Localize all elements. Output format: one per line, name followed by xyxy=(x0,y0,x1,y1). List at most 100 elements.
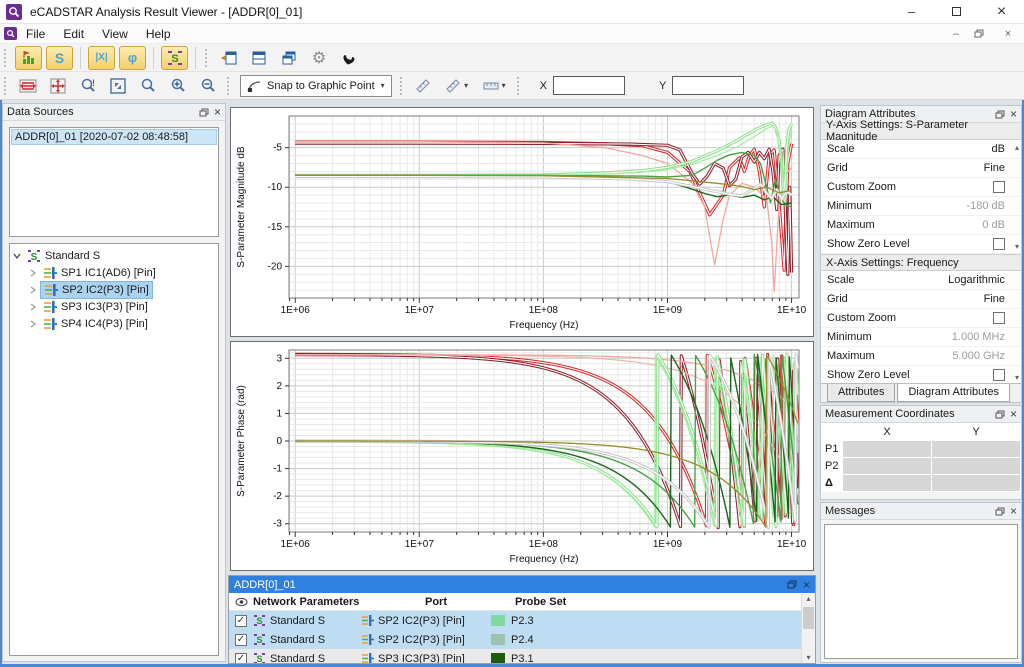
scroll-down-icon[interactable]: ▾ xyxy=(1015,373,1019,382)
tab-attributes[interactable]: Attributes xyxy=(827,384,895,402)
visibility-checkbox[interactable]: ✓ xyxy=(235,615,247,627)
fit-all-button[interactable] xyxy=(45,74,71,98)
menu-view[interactable]: View xyxy=(93,24,137,44)
result-diagram-button[interactable] xyxy=(15,46,42,70)
data-source-tree[interactable]: S Standard S SP1 IC1(AD6) [Pin] SP2 IC2(… xyxy=(9,243,219,656)
zoom-out-button[interactable] xyxy=(195,74,221,98)
attr-row-maximum[interactable]: Maximum0 dB xyxy=(821,216,1021,235)
close-panel-icon[interactable]: × xyxy=(1010,409,1017,419)
show-zero-level-checkbox[interactable] xyxy=(993,238,1005,250)
fit-horizontal-button[interactable] xyxy=(15,74,41,98)
results-panel-header[interactable]: ADDR[0]_01 × xyxy=(229,576,815,593)
attr-row-custom-zoom[interactable]: Custom Zoom xyxy=(821,178,1021,197)
float-panel-icon[interactable] xyxy=(787,580,797,589)
custom-zoom-checkbox[interactable] xyxy=(993,181,1005,193)
tree-item-sp3[interactable]: SP3 IC3(P3) [Pin] xyxy=(10,298,218,315)
measure-distance-button[interactable] xyxy=(411,74,437,98)
results-scrollbar[interactable]: ▴ ▾ xyxy=(801,593,815,663)
settings-button[interactable]: ⚙ xyxy=(306,46,332,70)
scroll-down-icon[interactable]: ▾ xyxy=(1015,242,1019,251)
visibility-checkbox[interactable]: ✓ xyxy=(235,634,247,646)
toolbar-grip[interactable] xyxy=(205,49,210,67)
close-panel-icon[interactable]: × xyxy=(1010,109,1017,119)
tree-item-sp1[interactable]: SP1 IC1(AD6) [Pin] xyxy=(10,264,218,281)
close-panel-icon[interactable]: × xyxy=(1010,506,1017,516)
minimize-button[interactable]: – xyxy=(889,0,934,24)
close-panel-icon[interactable]: × xyxy=(214,107,221,117)
phase-chart-panel[interactable]: 1E+061E+071E+081E+091E+103210-1-2-3Frequ… xyxy=(230,341,814,571)
new-diagram-window-button[interactable] xyxy=(216,46,242,70)
s-parameter-button[interactable]: S xyxy=(46,46,73,70)
tree-item-sp2[interactable]: SP2 IC2(P3) [Pin] xyxy=(10,281,218,298)
chevron-collapsed-icon[interactable] xyxy=(26,286,40,294)
custom-zoom-checkbox[interactable] xyxy=(993,312,1005,324)
chevron-collapsed-icon[interactable] xyxy=(26,320,40,328)
chevron-collapsed-icon[interactable] xyxy=(26,303,40,311)
scroll-thumb[interactable] xyxy=(803,607,814,629)
zoom-window-button[interactable] xyxy=(135,74,161,98)
close-panel-icon[interactable]: × xyxy=(803,580,810,590)
result-row[interactable]: ✓ S Standard S SP3 IC3(P3) [Pin] P3.1 xyxy=(229,649,815,663)
magnitude-chart[interactable]: 1E+061E+071E+081E+091E+10-5-10-15-20Freq… xyxy=(231,108,813,336)
tree-item-standard-s[interactable]: S Standard S xyxy=(10,247,218,264)
visibility-checkbox[interactable]: ✓ xyxy=(235,653,247,664)
result-row[interactable]: ✓ S Standard S SP2 IC2(P3) [Pin] P2.4 xyxy=(229,630,815,649)
zoom-in-button[interactable] xyxy=(165,74,191,98)
attr-row-scale[interactable]: ScaledB xyxy=(821,140,1021,159)
attr-row-custom-zoom[interactable]: Custom Zoom xyxy=(821,309,1021,328)
magnitude-button[interactable]: |X| xyxy=(88,46,115,70)
float-panel-icon[interactable] xyxy=(199,108,209,117)
tree-item-sp4[interactable]: SP4 IC4(P3) [Pin] xyxy=(10,315,218,332)
support-contact-button[interactable] xyxy=(336,46,362,70)
fit-view-button[interactable] xyxy=(105,74,131,98)
attr-row-scale[interactable]: ScaleLogarithmic xyxy=(821,271,1021,290)
menu-help[interactable]: Help xyxy=(137,24,180,44)
close-button[interactable]: × xyxy=(979,0,1024,24)
attr-row-minimum[interactable]: Minimum1.000 MHz xyxy=(821,328,1021,347)
cascade-windows-button[interactable] xyxy=(276,46,302,70)
column-header-port[interactable]: Port xyxy=(371,596,501,608)
mdi-close-button[interactable]: × xyxy=(1000,28,1016,40)
column-header-network-parameters[interactable]: Network Parameters xyxy=(253,596,371,608)
data-source-item[interactable]: ADDR[0]_01 [2020-07-02 08:48:58] xyxy=(11,129,217,145)
messages-body[interactable] xyxy=(824,524,1018,659)
float-panel-icon[interactable] xyxy=(995,507,1005,516)
column-header-probe-set[interactable]: Probe Set xyxy=(501,596,566,608)
result-row[interactable]: ✓ S Standard S SP2 IC2(P3) [Pin] P2.3 xyxy=(229,611,815,630)
phase-button[interactable]: φ xyxy=(119,46,146,70)
show-zero-level-checkbox[interactable] xyxy=(993,369,1005,381)
mdi-restore-button[interactable] xyxy=(974,29,990,38)
float-panel-icon[interactable] xyxy=(995,410,1005,419)
x-coordinate-input[interactable] xyxy=(553,76,625,95)
tile-windows-button[interactable] xyxy=(246,46,272,70)
tree-item-selected[interactable]: SP2 IC2(P3) [Pin] xyxy=(40,281,153,299)
y-coordinate-input[interactable] xyxy=(672,76,744,95)
data-source-list[interactable]: ADDR[0]_01 [2020-07-02 08:48:58] xyxy=(9,127,219,237)
menu-edit[interactable]: Edit xyxy=(54,24,93,44)
scroll-up-icon[interactable]: ▴ xyxy=(802,594,815,603)
scroll-up-icon[interactable]: ▴ xyxy=(1015,143,1019,152)
attr-row-maximum[interactable]: Maximum5.000 GHz xyxy=(821,347,1021,366)
maximize-button[interactable] xyxy=(934,0,979,24)
attr-row-grid[interactable]: GridFine xyxy=(821,159,1021,178)
magnitude-chart-panel[interactable]: 1E+061E+071E+081E+091E+10-5-10-15-20Freq… xyxy=(230,107,814,337)
caliper-mode-button[interactable]: ▾ xyxy=(477,74,511,98)
attr-row-minimum[interactable]: Minimum-180 dB xyxy=(821,197,1021,216)
toolbar-grip[interactable] xyxy=(400,77,405,95)
toolbar-grip[interactable] xyxy=(4,49,9,67)
phase-chart[interactable]: 1E+061E+071E+081E+091E+103210-1-2-3Frequ… xyxy=(231,342,813,570)
standard-s-view-button[interactable]: S xyxy=(161,46,188,70)
toolbar-grip[interactable] xyxy=(227,77,232,95)
float-panel-icon[interactable] xyxy=(995,110,1005,119)
measure-mode-button[interactable]: ▾ xyxy=(441,74,473,98)
tab-diagram-attributes[interactable]: Diagram Attributes xyxy=(897,384,1009,402)
chevron-collapsed-icon[interactable] xyxy=(26,269,40,277)
toolbar-grip[interactable] xyxy=(517,77,522,95)
scroll-down-icon[interactable]: ▾ xyxy=(802,653,815,662)
attr-row-grid[interactable]: GridFine xyxy=(821,290,1021,309)
chevron-expanded-icon[interactable] xyxy=(10,252,24,260)
menu-file[interactable]: File xyxy=(17,24,54,44)
toolbar-grip[interactable] xyxy=(4,77,9,95)
visibility-eye-icon[interactable] xyxy=(229,597,253,607)
snap-mode-select[interactable]: Snap to Graphic Point ▾ xyxy=(240,75,392,97)
